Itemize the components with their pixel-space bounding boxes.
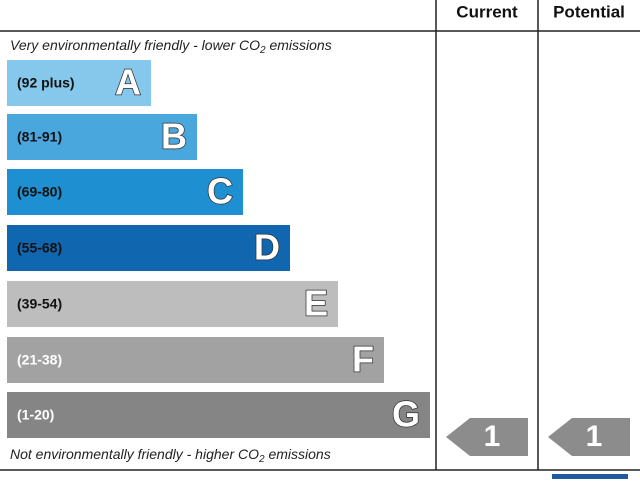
band-range: (39-54) — [17, 296, 62, 312]
band-bar — [7, 281, 338, 327]
band-bar — [7, 60, 151, 106]
band-range: (55-68) — [17, 240, 62, 256]
potential-arrow — [548, 418, 630, 456]
frame — [0, 0, 640, 471]
band-bar — [7, 169, 243, 215]
decoration — [552, 474, 628, 479]
band-letter: D — [254, 227, 280, 268]
band-range: (69-80) — [17, 184, 62, 200]
band-bar — [7, 225, 290, 271]
band-letter: F — [352, 339, 374, 380]
column-header: Potential — [553, 2, 625, 21]
band-range: (21-38) — [17, 352, 62, 368]
band-letter: B — [161, 116, 187, 157]
current-arrow — [446, 418, 528, 456]
column-header: Current — [456, 2, 518, 21]
band-bar — [7, 392, 430, 438]
band-bar — [7, 114, 197, 160]
band-range: (1-20) — [17, 407, 54, 423]
top-note: Very environmentally friendly - lower CO… — [10, 37, 332, 56]
band-letter: C — [207, 171, 233, 212]
band-letter: G — [392, 394, 420, 435]
band-range: (81-91) — [17, 129, 62, 145]
band-letter: E — [304, 283, 328, 324]
band-letter: A — [115, 62, 141, 103]
band-bar — [7, 337, 384, 383]
potential-rating: 1 — [586, 420, 603, 453]
bottom-note: Not environmentally friendly - higher CO… — [10, 446, 331, 465]
current-rating: 1 — [484, 420, 501, 453]
band-range: (92 plus) — [17, 75, 75, 91]
